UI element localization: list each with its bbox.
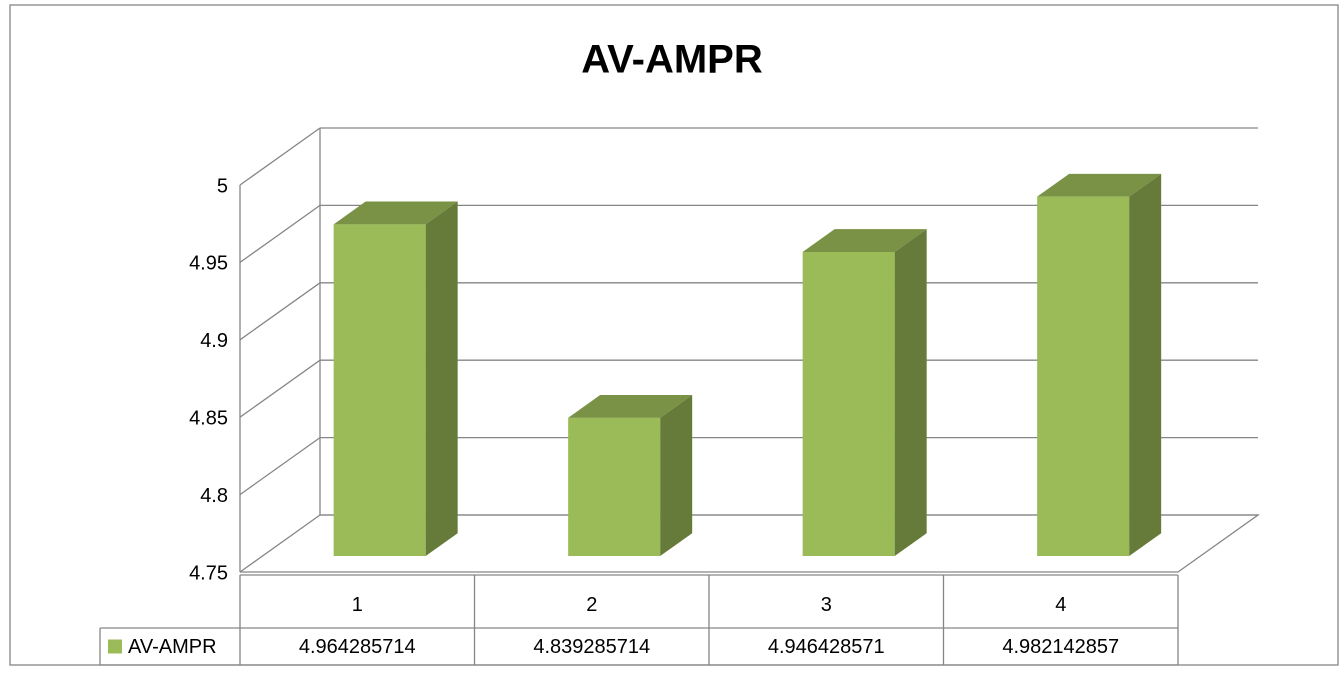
x-tick-label: 2 [586,594,597,616]
bar-side-shade [425,201,458,557]
y-tick-label: 4.75 [189,562,228,584]
x-tick-label: 3 [821,594,832,616]
y-tick-label: 4.9 [200,330,228,352]
bar [802,251,895,557]
legend-swatch [108,639,122,654]
bar-top-shade [568,395,693,418]
y-tick-label: 4.8 [200,485,228,507]
bar-side-shade [1129,173,1162,557]
bar-top [333,201,458,225]
bar [1037,196,1130,557]
y-tick-label: 4.95 [189,253,228,275]
bar-side [660,395,693,557]
bar-side-shade [894,229,927,557]
bar-top [1037,173,1162,197]
bar-top-shade [333,201,458,225]
legend-label: AV-AMPR [128,636,217,658]
grid-line [239,127,321,186]
bar-top [568,395,693,418]
table-value: 4.839285714 [533,636,650,658]
bar-top-shade [802,229,927,252]
y-tick-label: 5 [217,175,228,197]
table-value: 4.982142857 [1002,636,1119,658]
bar-side-shade [660,395,693,557]
bar-side [1129,173,1162,557]
grid-line [239,359,321,418]
bar-side [425,201,458,557]
grid-line [239,282,321,341]
bar-top [802,229,927,252]
bar [333,224,426,557]
table-value: 4.946428571 [768,636,885,658]
x-tick-label: 1 [352,594,363,616]
bar-top-shade [1037,173,1162,197]
bar-side [894,229,927,557]
y-tick-label: 4.85 [189,407,228,429]
x-tick-label: 4 [1055,594,1066,616]
grid-line [239,437,321,496]
grid-line [239,514,321,573]
table-value: 4.964285714 [299,636,416,658]
chart-title: AV-AMPR [581,38,763,82]
bar [568,417,661,557]
grid-line [239,204,321,263]
